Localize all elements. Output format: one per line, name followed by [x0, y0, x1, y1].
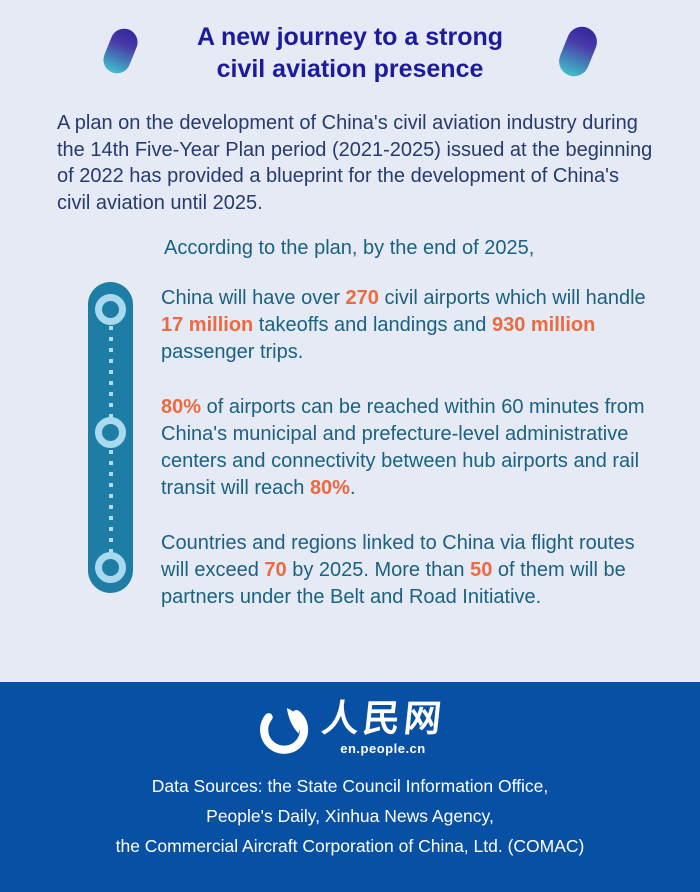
intro-paragraph: A plan on the development of China's civ… [57, 112, 653, 214]
data-sources-line3: the Commercial Aircraft Corporation of C… [115, 836, 585, 856]
page-title-line1: A new journey to a strong [196, 23, 504, 51]
peoples-daily-globe-icon [259, 705, 308, 754]
logo-domain-text: en.people.cn [340, 741, 426, 756]
fact-item-flight-routes: Countries and regions linked to China vi… [161, 532, 635, 608]
data-sources-text: Data Sources: the State Council Informat… [0, 771, 700, 861]
timeline-dotted-connector-1 [108, 326, 113, 418]
lead-sentence: According to the plan, by the end of 202… [164, 237, 535, 259]
footer-band: 人民网 en.people.cn Data Sources: the State… [0, 682, 700, 892]
facts-list: China will have over 270 civil airports … [161, 285, 655, 639]
page-title-line2: civil aviation presence [216, 55, 484, 83]
logo-text-block: 人民网 en.people.cn [319, 698, 447, 756]
data-sources-line2: People's Daily, Xinhua News Agency, [206, 806, 494, 826]
timeline-bar [88, 282, 133, 593]
fact-item-accessibility: 80% of airports can be reached within 60… [161, 396, 645, 499]
timeline-node-2-ring-icon [95, 417, 126, 448]
timeline-node-3-ring-icon [95, 552, 126, 583]
timeline-node-1-ring-icon [95, 294, 126, 325]
data-sources-line1: Data Sources: the State Council Informat… [151, 776, 549, 796]
fact-item-airports: China will have over 270 civil airports … [161, 287, 646, 363]
logo-chinese-wordmark: 人民网 [319, 698, 447, 739]
timeline-dotted-connector-2 [108, 450, 113, 552]
page-title: A new journey to a strong civil aviation … [0, 21, 700, 85]
peoples-daily-logo: 人民网 en.people.cn [0, 682, 700, 757]
